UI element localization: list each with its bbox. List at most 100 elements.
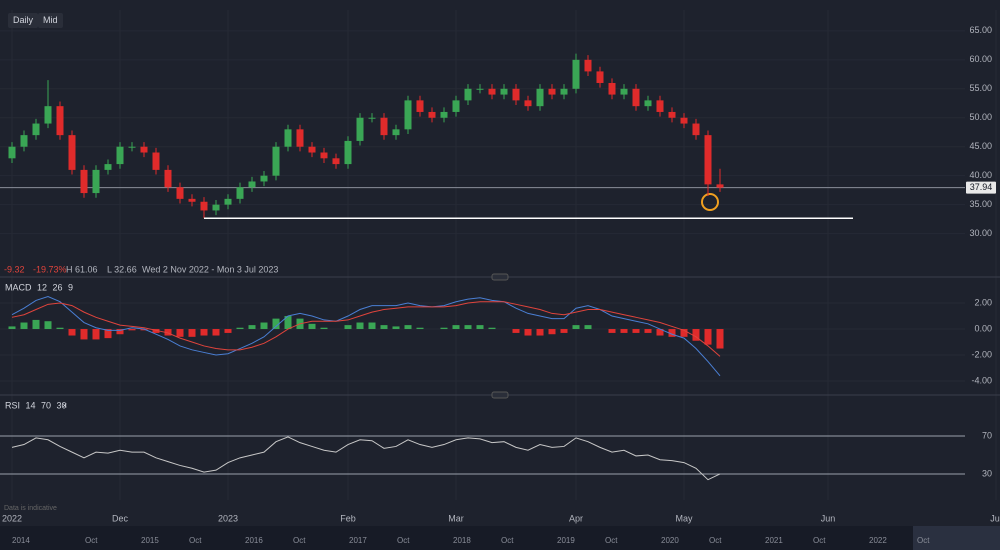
histogram-bar bbox=[116, 329, 124, 335]
navigator-label: Oct bbox=[709, 536, 722, 545]
candle-body bbox=[440, 111, 448, 118]
histogram-bar bbox=[320, 327, 328, 330]
histogram-bar bbox=[668, 329, 676, 337]
histogram-bar bbox=[140, 329, 148, 331]
resize-handle[interactable] bbox=[491, 391, 509, 399]
candle-body bbox=[572, 59, 580, 89]
histogram-bar bbox=[716, 329, 724, 349]
candle-body bbox=[704, 135, 712, 185]
histogram-bar bbox=[368, 322, 376, 330]
histogram-bar bbox=[260, 322, 268, 330]
candle-body bbox=[344, 140, 352, 165]
candle-body bbox=[632, 88, 640, 107]
x-tick-label: Dec bbox=[112, 513, 129, 523]
navigator-label: Oct bbox=[85, 536, 98, 545]
y-tick-label: 55.00 bbox=[969, 83, 992, 93]
candle-body bbox=[536, 88, 544, 107]
period-high: H 61.06 bbox=[66, 264, 98, 274]
histogram-bar bbox=[80, 329, 88, 340]
rsi-title: RSI 14 70 30 bbox=[5, 400, 67, 410]
histogram-bar bbox=[212, 329, 220, 336]
candle-body bbox=[560, 88, 568, 95]
y-tick-label: -2.00 bbox=[971, 349, 992, 359]
y-tick-label: 40.00 bbox=[969, 170, 992, 180]
candle-body bbox=[320, 152, 328, 159]
navigator-label: Oct bbox=[917, 536, 930, 545]
histogram-bar bbox=[488, 327, 496, 330]
candle-body bbox=[416, 100, 424, 112]
histogram-bar bbox=[572, 325, 580, 330]
navigator-label: 2021 bbox=[765, 536, 783, 545]
histogram-bar bbox=[284, 316, 292, 330]
histogram-bar bbox=[92, 329, 100, 340]
candle-body bbox=[8, 146, 16, 159]
navigator-label: Oct bbox=[189, 536, 202, 545]
histogram-bar bbox=[188, 329, 196, 337]
candle-body bbox=[284, 129, 292, 147]
candle-body bbox=[116, 146, 124, 165]
histogram-bar bbox=[272, 318, 280, 330]
navigator-label: Oct bbox=[813, 536, 826, 545]
histogram-bar bbox=[404, 325, 412, 330]
rsi-line bbox=[11, 436, 721, 481]
histogram-bar bbox=[8, 326, 16, 330]
histogram-bar bbox=[68, 329, 76, 336]
histogram-bar bbox=[620, 329, 628, 333]
navigator-label: Oct bbox=[605, 536, 618, 545]
y-tick-label: 30.00 bbox=[969, 228, 992, 238]
y-tick-label: 35.00 bbox=[969, 199, 992, 209]
histogram-bar bbox=[152, 329, 160, 333]
histogram-bar bbox=[128, 329, 136, 331]
change: -9.32 bbox=[4, 264, 25, 274]
candle-body bbox=[104, 164, 112, 170]
candle-body bbox=[356, 117, 364, 141]
toolbar-button[interactable]: Daily bbox=[8, 13, 39, 28]
x-tick-label: May bbox=[675, 513, 693, 523]
navigator-label: Oct bbox=[501, 536, 514, 545]
candle-body bbox=[488, 88, 496, 95]
histogram-bar bbox=[104, 329, 112, 339]
navigator[interactable] bbox=[0, 526, 1000, 550]
histogram-bar bbox=[224, 329, 232, 333]
candle-body bbox=[404, 100, 412, 130]
histogram-bar bbox=[656, 329, 664, 336]
histogram-bar bbox=[584, 325, 592, 330]
candle-body bbox=[476, 88, 484, 90]
candle-body bbox=[44, 106, 52, 124]
candle-body bbox=[524, 100, 532, 107]
candle-body bbox=[332, 158, 340, 165]
resize-handle[interactable] bbox=[491, 273, 509, 281]
histogram-bar bbox=[524, 329, 532, 336]
x-tick-label: 2023 bbox=[218, 513, 238, 523]
histogram-bar bbox=[476, 325, 484, 330]
y-tick-label: 45.00 bbox=[969, 141, 992, 151]
x-tick-label: Jul bbox=[990, 513, 1000, 523]
y-tick-label: 30 bbox=[982, 468, 992, 478]
candle-body bbox=[668, 111, 676, 118]
candle-body bbox=[236, 187, 244, 199]
toolbar-button[interactable]: Mid bbox=[38, 13, 63, 28]
histogram-bar bbox=[608, 329, 616, 333]
histogram-bar bbox=[164, 329, 172, 336]
candle-body bbox=[212, 204, 220, 211]
navigator-label: 2014 bbox=[12, 536, 30, 545]
candle-body bbox=[380, 117, 388, 136]
candle-body bbox=[608, 82, 616, 95]
histogram-bar bbox=[56, 327, 64, 330]
y-tick-label: 0.00 bbox=[974, 323, 992, 333]
y-tick-label: 50.00 bbox=[969, 112, 992, 122]
navigator-label: 2022 bbox=[869, 536, 887, 545]
histogram-bar bbox=[644, 329, 652, 333]
candle-body bbox=[92, 169, 100, 194]
candle-body bbox=[152, 152, 160, 170]
close-button[interactable]: × bbox=[62, 400, 67, 410]
last-price-box bbox=[966, 181, 996, 194]
candle-body bbox=[68, 135, 76, 170]
navigator-window[interactable] bbox=[913, 526, 1000, 550]
histogram-bar bbox=[632, 329, 640, 333]
y-tick-label: 70 bbox=[982, 430, 992, 440]
candle-body bbox=[308, 146, 316, 153]
histogram-bar bbox=[248, 325, 256, 330]
histogram-bar bbox=[536, 329, 544, 336]
candle-body bbox=[296, 129, 304, 147]
